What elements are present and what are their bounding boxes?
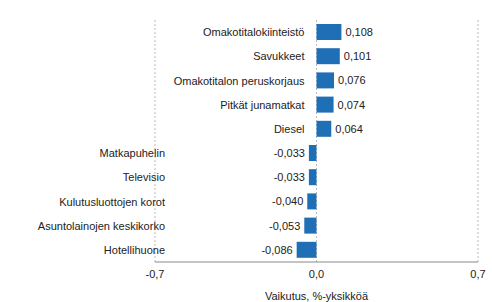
svg-text:-0,086: -0,086: [261, 244, 292, 256]
svg-text:Omakotitalokiinteistö: Omakotitalokiinteistö: [203, 26, 305, 38]
svg-text:Kulutusluottojen korot: Kulutusluottojen korot: [59, 196, 165, 208]
svg-text:Hotellihuone: Hotellihuone: [104, 244, 165, 256]
svg-text:Matkapuhelin: Matkapuhelin: [100, 147, 165, 159]
svg-text:0,101: 0,101: [344, 50, 372, 62]
svg-text:Pitkät junamatkat: Pitkät junamatkat: [220, 99, 304, 111]
svg-text:-0,053: -0,053: [269, 220, 300, 232]
svg-text:Diesel: Diesel: [274, 123, 305, 135]
svg-text:0,108: 0,108: [345, 26, 373, 38]
svg-text:-0,7: -0,7: [146, 268, 165, 280]
svg-text:Asuntolainojen keskikorko: Asuntolainojen keskikorko: [38, 220, 165, 232]
svg-text:0,074: 0,074: [338, 99, 366, 111]
svg-text:-0,033: -0,033: [274, 147, 305, 159]
svg-text:Savukkeet: Savukkeet: [253, 50, 304, 62]
svg-text:Televisio: Televisio: [123, 171, 165, 183]
svg-text:0,0: 0,0: [309, 268, 324, 280]
svg-text:0,7: 0,7: [470, 268, 484, 280]
svg-text:-0,033: -0,033: [274, 171, 305, 183]
svg-text:Vaikutus, %-yksikköä: Vaikutus, %-yksikköä: [265, 290, 369, 302]
svg-text:Omakotitalon peruskorjaus: Omakotitalon peruskorjaus: [174, 75, 305, 87]
svg-text:-0,040: -0,040: [272, 195, 303, 207]
svg-text:0,076: 0,076: [338, 74, 366, 86]
svg-text:0,064: 0,064: [335, 123, 363, 135]
